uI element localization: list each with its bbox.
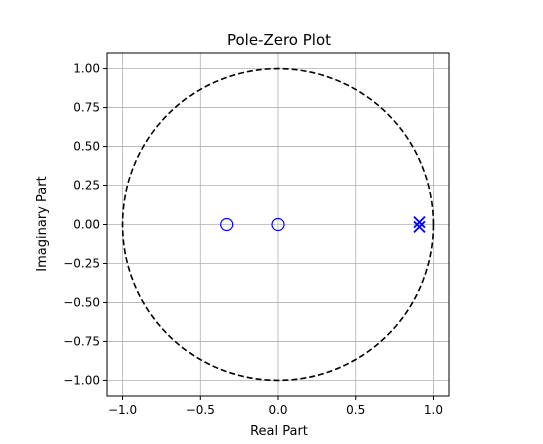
marks-layer [220, 216, 426, 233]
zero-marker [220, 217, 234, 232]
x-axis-label: Real Part [250, 424, 308, 439]
y-tick-label: 0.75 [73, 101, 100, 115]
y-tick-label: 1.00 [73, 62, 100, 76]
y-tick-label: 0.00 [73, 218, 100, 232]
grid [107, 53, 449, 396]
pole-marker [413, 216, 426, 229]
x-tick-label: 0.5 [346, 403, 365, 417]
y-tick-label: −1.00 [63, 373, 100, 387]
y-axis-label: Imaginary Part [35, 176, 50, 271]
x-tick-label: −0.5 [186, 403, 215, 417]
chart-title: Pole-Zero Plot [227, 31, 331, 49]
x-tick-label: 1.0 [424, 403, 443, 417]
x-tick-label: 0.0 [268, 403, 287, 417]
unit-circle-layer [121, 67, 435, 382]
y-tick-label: 0.50 [73, 140, 100, 154]
zero-marker [271, 217, 285, 232]
y-tick-label: −0.50 [63, 295, 100, 309]
y-tick-label: 0.25 [73, 179, 100, 193]
ticks: −1.0 −0.5 0.0 0.5 1.0 1.00 0.75 0.50 0.25 0.00 −0.… [63, 62, 443, 417]
unit-circle [121, 67, 435, 382]
y-tick-label: −0.25 [63, 256, 100, 270]
pole-marker [413, 220, 426, 233]
x-tick-label: −1.0 [108, 403, 137, 417]
y-tick-label: −0.75 [63, 334, 100, 348]
